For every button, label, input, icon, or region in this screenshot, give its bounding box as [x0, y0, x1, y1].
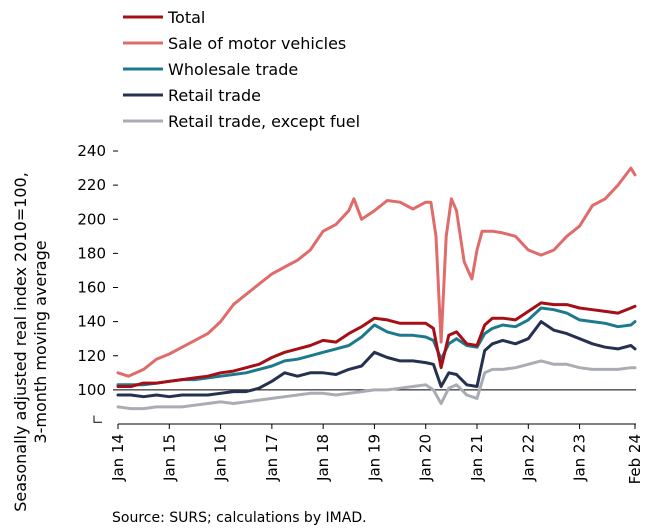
y-axis: 240 220 200 180 160 140 120 100 [77, 142, 118, 423]
legend-label: Total [167, 8, 205, 27]
x-tick-label: Jan 21 [468, 434, 486, 482]
legend-label: Retail trade [168, 86, 261, 105]
x-tick-label: Jan 16 [212, 434, 230, 482]
series-line-total [116, 301, 637, 388]
x-tick-label: Jan 14 [109, 434, 127, 482]
y-tick-label: 220 [77, 176, 106, 194]
y-tick-label: 200 [77, 210, 106, 228]
y-tick-label: 120 [77, 347, 106, 365]
x-tick-label: Jan 20 [417, 434, 435, 482]
y-tick-label: 140 [77, 313, 106, 331]
y-axis-title-line1: Seasonally adjusted real index 2010=100, [11, 172, 30, 512]
y-axis-title: Seasonally adjusted real index 2010=100,… [11, 172, 50, 512]
x-tick-label: Jan 15 [160, 434, 178, 482]
x-tick-label: Jan 17 [263, 434, 281, 482]
legend-label: Sale of motor vehicles [168, 34, 346, 53]
series-line-retail-trade [116, 320, 637, 399]
series-line-sale-of-motor-vehicles [116, 166, 637, 378]
x-tick-label: Jan 18 [314, 434, 332, 482]
series-line-wholesale-trade [116, 306, 637, 387]
x-tick-label: Jan 19 [365, 434, 383, 482]
y-axis-title-line2: 3-month moving average [31, 240, 50, 443]
x-tick-label: Jan 23 [571, 434, 589, 482]
y-tick-label: 100 [77, 381, 106, 399]
x-tick-label: Jan 22 [519, 434, 537, 482]
legend: Total Sale of motor vehicles Wholesale tra… [123, 8, 360, 131]
source-note: Source: SURS; calculations by IMAD. [112, 510, 367, 526]
legend-label: Retail trade, except fuel [168, 112, 360, 131]
x-tick-label: Feb 24 [626, 434, 644, 484]
y-tick-label: 160 [77, 279, 106, 297]
series-line-retail-trade-except-fuel [116, 359, 637, 411]
y-tick-label: 180 [77, 244, 106, 262]
y-tick-label: 240 [77, 142, 106, 160]
legend-label: Wholesale trade [168, 60, 298, 79]
series-lines [116, 166, 637, 411]
axis-break-mark [93, 415, 102, 423]
x-axis: Jan 14 Jan 15 Jan 16 Jan 17 Jan 18 Jan 19 Jan … [109, 423, 644, 484]
